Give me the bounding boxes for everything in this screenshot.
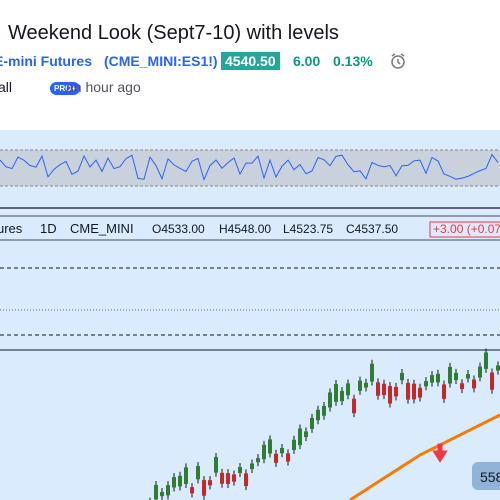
candle [310, 417, 314, 429]
legend-change: +3.00 (+0.07%) [433, 222, 500, 236]
candle [466, 374, 470, 379]
candle [160, 492, 164, 497]
candle [442, 384, 446, 399]
price: 4540.50 [221, 52, 280, 70]
arrow [432, 443, 448, 463]
candle [262, 444, 266, 460]
legend-symbol: ures [0, 221, 23, 236]
change: 6.00 [293, 53, 321, 69]
candle [346, 383, 350, 396]
price-label: 558 [480, 469, 500, 485]
candle [298, 428, 302, 446]
legend-interval: 1D [40, 221, 57, 236]
candle [400, 372, 404, 381]
candle [214, 456, 218, 473]
candle [436, 373, 440, 383]
candle [286, 453, 290, 462]
candle [226, 473, 230, 484]
chart-bg [0, 130, 500, 500]
candle [202, 480, 206, 496]
alarm-icon[interactable] [388, 51, 408, 71]
candle [238, 467, 242, 473]
candle [424, 381, 428, 387]
post-time: an hour ago [66, 79, 141, 95]
candle [274, 453, 278, 463]
candle [358, 380, 362, 391]
candle [244, 473, 248, 487]
candle [478, 366, 482, 378]
candle [280, 448, 284, 454]
candle [328, 392, 332, 408]
candle [406, 382, 410, 400]
candle [484, 352, 488, 369]
candle [340, 390, 344, 402]
legend-close: C4537.50 [346, 222, 398, 236]
candle [448, 366, 452, 384]
price-label-box [472, 462, 500, 490]
candle [304, 431, 308, 438]
symbol-ticker[interactable]: (CME_MINI:ES1!) [104, 53, 218, 69]
candle [178, 475, 182, 487]
candle [322, 405, 326, 416]
candle [382, 383, 386, 396]
candle [472, 379, 476, 389]
change-percent: 0.13% [333, 53, 373, 69]
candle [232, 474, 236, 482]
candle [394, 386, 398, 397]
candle [376, 382, 380, 396]
candle [352, 398, 356, 414]
moving-average [349, 413, 500, 500]
candle [220, 472, 224, 484]
candle [250, 463, 254, 470]
candle [196, 466, 200, 480]
candle [430, 375, 434, 383]
legend-low: L4523.75 [283, 222, 333, 236]
candle [154, 485, 158, 500]
author-name[interactable]: all [0, 79, 13, 95]
candle [268, 439, 272, 454]
legend-open: O4533.00 [152, 222, 205, 236]
candle [418, 387, 422, 398]
candle [208, 480, 212, 486]
candle [388, 386, 392, 404]
band [0, 150, 500, 186]
chart: ures 1D CME_MINI O4533.00 H4548.00 L4523… [0, 130, 500, 500]
candle [460, 383, 464, 390]
candle [190, 487, 194, 494]
candle [334, 383, 338, 402]
candle [172, 477, 176, 488]
idea-title: Weekend Look (Sept7-10) with levels [8, 22, 339, 44]
candle [454, 372, 458, 381]
symbol-name[interactable]: E-mini Futures [0, 53, 93, 69]
candle [184, 467, 188, 484]
legend-exchange: CME_MINI [70, 221, 134, 236]
candle [256, 458, 260, 463]
candle [370, 363, 374, 382]
candle [292, 439, 296, 450]
candle [316, 409, 320, 421]
oscillator-line [0, 153, 499, 182]
legend-high: H4548.00 [219, 222, 271, 236]
candle [490, 372, 494, 390]
candle [496, 365, 500, 371]
candle [166, 485, 170, 496]
candle [364, 382, 368, 388]
candle [412, 383, 416, 400]
pro-badge: PRO+ [50, 82, 81, 95]
